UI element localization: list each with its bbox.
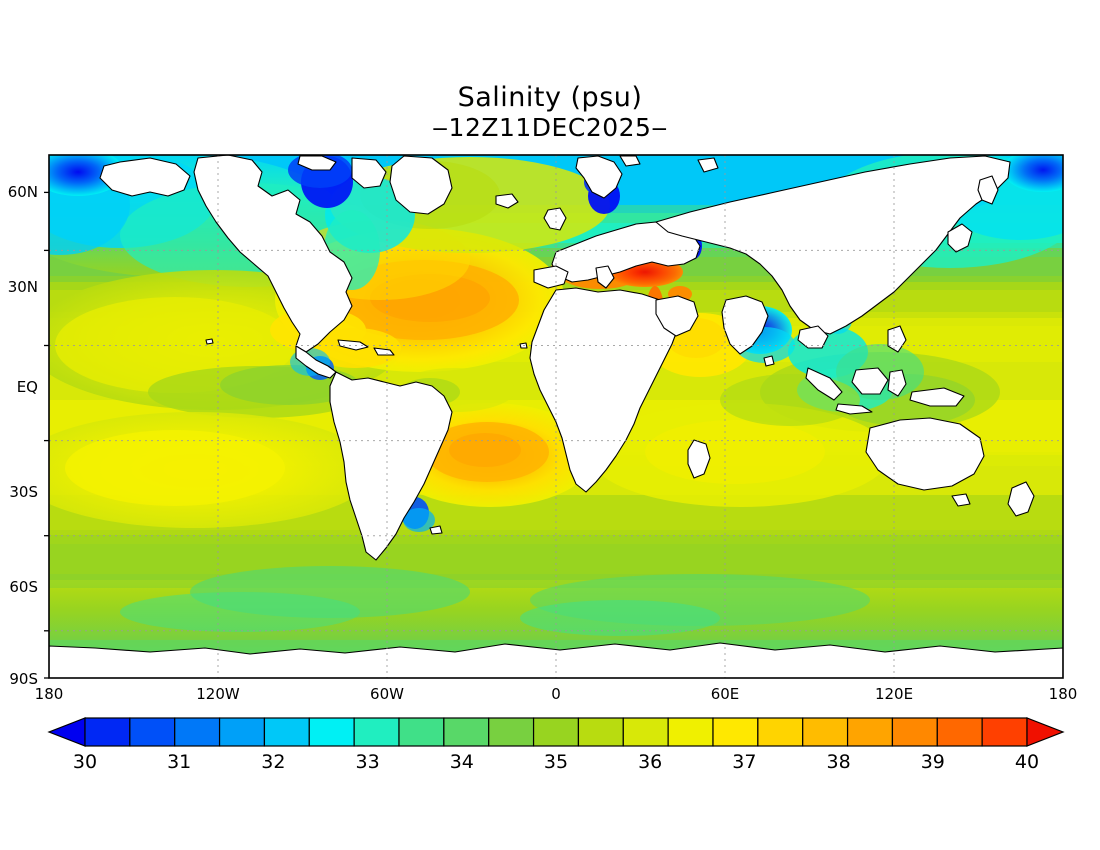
- axis-ticks: [44, 191, 49, 679]
- colorbar-cell[interactable]: [532, 717, 580, 747]
- land-baffin: [351, 157, 387, 189]
- landmasses: [49, 155, 1063, 678]
- x-axis-labels: 180 120W 60W 0 60E 120E 180: [35, 685, 1078, 703]
- land-sea-asia: [797, 325, 829, 349]
- gridlines: [49, 155, 1063, 678]
- x-tick-label: 180: [35, 685, 64, 703]
- land-tasmania: [951, 493, 971, 507]
- page-subtitle: ‒12Z11DEC2025‒: [432, 113, 668, 142]
- land-italy: [595, 265, 615, 289]
- colorbar-tick-label: 30: [73, 751, 97, 773]
- land-iceland: [495, 193, 519, 209]
- colorbar-tick-label: 37: [732, 751, 756, 773]
- land-new-zealand: [1007, 481, 1035, 517]
- colorbar-cell[interactable]: [308, 717, 355, 747]
- y-tick-label: 60N: [8, 183, 38, 201]
- land-south-america: [329, 371, 453, 561]
- land-madagascar: [687, 439, 711, 479]
- land-sumatra: [805, 367, 843, 401]
- y-tick-label: 90S: [9, 670, 38, 688]
- colorbar-cell[interactable]: [398, 717, 445, 747]
- land-iberia: [533, 265, 569, 289]
- land-britain: [543, 207, 567, 231]
- land-borneo: [851, 367, 889, 395]
- land-greenland: [389, 155, 453, 215]
- colorbar-cell[interactable]: [129, 717, 176, 747]
- colorbar-cell[interactable]: [622, 717, 669, 747]
- land-australia: [865, 417, 985, 491]
- land-svalbard: [619, 155, 641, 167]
- colorbar-cell[interactable]: [667, 717, 714, 747]
- land-alaska: [99, 157, 191, 197]
- land-new-guinea: [909, 387, 965, 407]
- colorbar-cell[interactable]: [353, 717, 400, 747]
- colorbar[interactable]: [47, 717, 1065, 747]
- y-tick-label: 30S: [9, 483, 38, 501]
- x-tick-label: 60E: [711, 685, 740, 703]
- x-tick-label: 60W: [370, 685, 404, 703]
- land-scandinavia: [575, 155, 623, 199]
- colorbar-cell[interactable]: [802, 717, 849, 747]
- colorbar-tick-label: 33: [356, 751, 380, 773]
- y-axis-labels: 60N 30N EQ 30S 60S 90S: [8, 183, 38, 688]
- colorbar-over-arrow: [1026, 717, 1065, 747]
- page-title: Salinity (psu): [457, 82, 643, 113]
- x-tick-label: 120W: [196, 685, 240, 703]
- land-europe: [551, 221, 701, 283]
- land-arabia: [655, 295, 699, 337]
- land-java: [835, 403, 873, 415]
- land-hawaii: [205, 338, 214, 345]
- land-central-america: [295, 345, 337, 379]
- land-japan: [947, 223, 973, 253]
- land-kamchatka: [977, 175, 999, 205]
- colorbar-cell[interactable]: [757, 717, 804, 747]
- colorbar-cell[interactable]: [846, 717, 894, 747]
- colorbar-cell[interactable]: [443, 717, 490, 747]
- y-tick-label: 60S: [9, 578, 38, 596]
- land-canadian-arctic: [297, 155, 337, 171]
- colorbar-tick-label: 40: [1015, 751, 1039, 773]
- colorbar-tick-label: 38: [827, 751, 851, 773]
- colorbar-tick-label: 35: [544, 751, 568, 773]
- land-falklands: [429, 525, 443, 535]
- colorbar-cell[interactable]: [712, 717, 759, 747]
- colorbar-cell[interactable]: [488, 717, 535, 747]
- colorbar-tick-label: 31: [167, 751, 191, 773]
- colorbar-tick-label: 39: [921, 751, 945, 773]
- colorbar-cell[interactable]: [936, 717, 983, 747]
- colorbar-cell[interactable]: [981, 717, 1028, 747]
- x-tick-label: 180: [1049, 685, 1078, 703]
- plot-frame: [48, 154, 1064, 679]
- colorbar-under-arrow: [47, 717, 86, 747]
- x-tick-label: 120E: [875, 685, 913, 703]
- land-hispaniola: [373, 347, 395, 356]
- y-tick-label: 30N: [8, 278, 38, 296]
- colorbar-tick-label: 32: [261, 751, 285, 773]
- colorbar-cell[interactable]: [577, 717, 624, 747]
- colorbar-tick-label: 36: [638, 751, 662, 773]
- land-cuba: [337, 339, 369, 351]
- y-tick-label: EQ: [17, 378, 38, 396]
- land-sri-lanka: [763, 355, 775, 367]
- colorbar-cell[interactable]: [263, 717, 310, 747]
- land-novaya-zemlya: [697, 157, 719, 173]
- colorbar-cell[interactable]: [84, 717, 131, 747]
- colorbar-cell[interactable]: [218, 717, 266, 747]
- colorbar-tick-label: 34: [450, 751, 474, 773]
- x-tick-label: 0: [551, 685, 561, 703]
- colorbar-cell[interactable]: [891, 717, 938, 747]
- land-north-america: [193, 155, 353, 353]
- land-sulawesi: [887, 369, 907, 397]
- colorbar-cell[interactable]: [174, 717, 221, 747]
- land-asia: [655, 155, 1011, 335]
- colorbar-tick-labels: 30 31 32 33 34 35 36 37 38 39 40: [73, 751, 1039, 773]
